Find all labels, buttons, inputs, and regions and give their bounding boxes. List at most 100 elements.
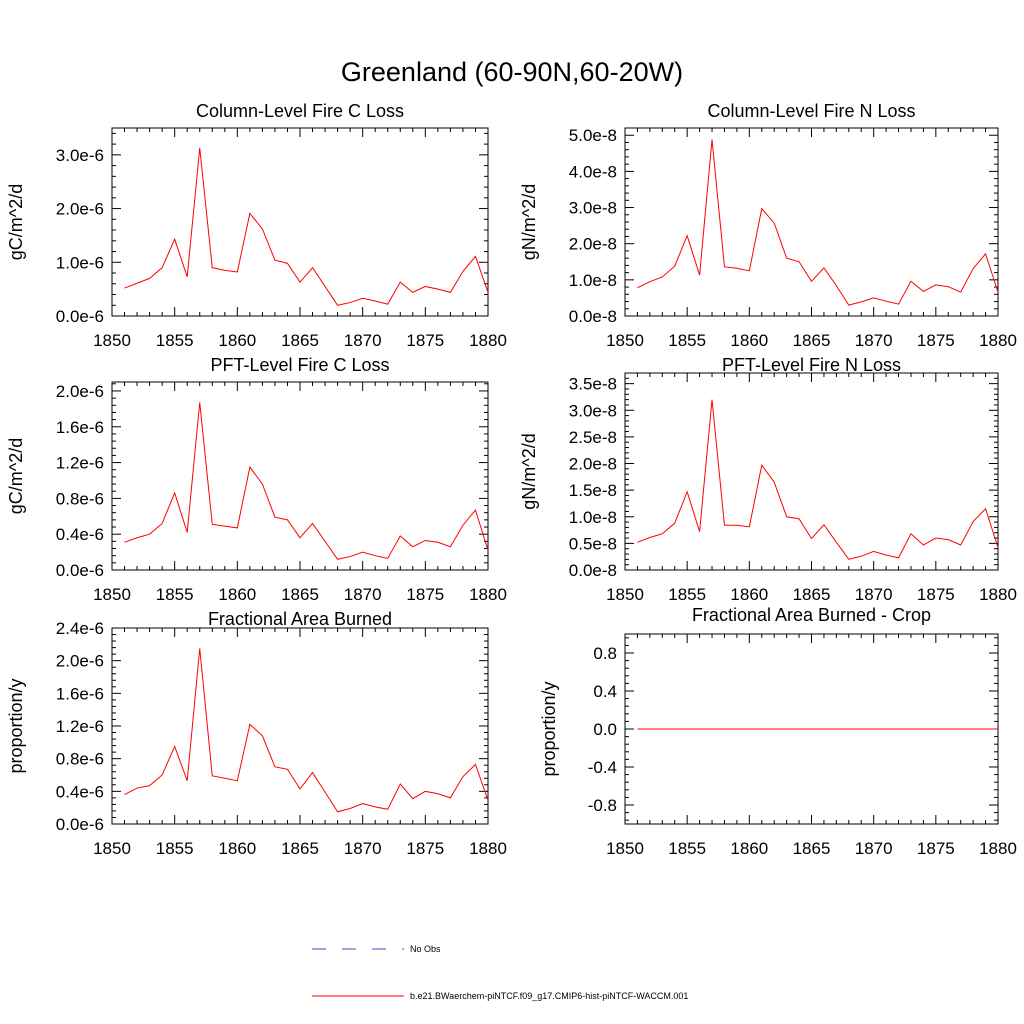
plot-frame bbox=[624, 127, 999, 317]
panel-title: Column-Level Fire C Loss bbox=[196, 101, 404, 121]
panels: Column-Level Fire C Loss gC/m^2/d 1850 1855… bbox=[6, 101, 1017, 858]
x-tick-label: 1865 bbox=[793, 839, 831, 858]
x-tick-label: 1855 bbox=[156, 839, 194, 858]
panel-title: Column-Level Fire N Loss bbox=[707, 101, 915, 121]
x-tick-label: 1865 bbox=[281, 331, 319, 350]
x-tick-label: 1860 bbox=[730, 331, 768, 350]
x-tick-label: 1870 bbox=[344, 331, 382, 350]
x-tick-label: 1860 bbox=[730, 839, 768, 858]
y-tick-label: 1.6e-6 bbox=[56, 418, 104, 437]
x-tick-label: 1880 bbox=[469, 331, 507, 350]
y-tick-label: 1.0e-8 bbox=[569, 508, 617, 527]
plot-frame bbox=[111, 627, 489, 825]
y-tick-label: 0.0e-8 bbox=[569, 307, 617, 326]
x-tick-label: 1880 bbox=[979, 331, 1017, 350]
series-line bbox=[124, 648, 489, 813]
y-axis-label: gN/m^2/d bbox=[519, 184, 539, 260]
y-tick-label: -0.8 bbox=[588, 796, 617, 815]
y-tick-label: 0.8 bbox=[593, 644, 617, 663]
x-tick-label: 1875 bbox=[406, 331, 444, 350]
x-tick-label: 1875 bbox=[917, 839, 955, 858]
y-tick-label: 2.0e-6 bbox=[56, 382, 104, 401]
y-tick-label: 2.0e-6 bbox=[56, 652, 104, 671]
y-tick-label: 2.4e-6 bbox=[56, 619, 104, 638]
x-tick-label: 1855 bbox=[668, 331, 706, 350]
x-tick-label: 1850 bbox=[606, 839, 644, 858]
x-tick-label: 1870 bbox=[344, 839, 382, 858]
y-tick-label: 1.5e-8 bbox=[569, 481, 617, 500]
panel-4: PFT-Level Fire N Loss gN/m^2/d 1850 1855 186… bbox=[519, 355, 1017, 604]
plot-frame bbox=[624, 372, 999, 571]
x-tick-label: 1855 bbox=[156, 585, 194, 604]
y-tick-label: 3.0e-8 bbox=[569, 199, 617, 218]
legend-label-model: b.e21.BWaerchem-piNTCF.f09_g17.CMIP6-his… bbox=[410, 991, 688, 1001]
x-tick-label: 1875 bbox=[406, 585, 444, 604]
y-tick-label: 3.5e-8 bbox=[569, 375, 617, 394]
y-tick-label: 1.0e-6 bbox=[56, 253, 104, 272]
y-tick-label: 2.0e-6 bbox=[56, 200, 104, 219]
y-tick-label: 0.0e-8 bbox=[569, 561, 617, 580]
x-tick-label: 1850 bbox=[93, 331, 131, 350]
y-tick-label: 0.4e-6 bbox=[56, 782, 104, 801]
x-tick-label: 1865 bbox=[281, 839, 319, 858]
figure-title: Greenland (60-90N,60-20W) bbox=[341, 57, 683, 87]
y-tick-label: 0.0e-6 bbox=[56, 561, 104, 580]
x-tick-label: 1875 bbox=[917, 585, 955, 604]
y-axis-label: gC/m^2/d bbox=[6, 438, 26, 514]
y-axis-label: gC/m^2/d bbox=[6, 184, 26, 260]
panel-2: Column-Level Fire N Loss gN/m^2/d 1850 1855… bbox=[519, 101, 1017, 350]
x-tick-label: 1865 bbox=[281, 585, 319, 604]
x-tick-label: 1850 bbox=[606, 331, 644, 350]
series-line bbox=[637, 399, 999, 560]
x-tick-label: 1850 bbox=[606, 585, 644, 604]
y-tick-label: 3.0e-8 bbox=[569, 401, 617, 420]
y-tick-label: 0.8e-6 bbox=[56, 489, 104, 508]
x-tick-label: 1880 bbox=[979, 585, 1017, 604]
x-tick-label: 1870 bbox=[855, 585, 893, 604]
x-tick-label: 1855 bbox=[156, 331, 194, 350]
y-tick-label: 0.0 bbox=[593, 720, 617, 739]
x-tick-label: 1850 bbox=[93, 585, 131, 604]
legend-label-no-obs: No Obs bbox=[410, 944, 441, 954]
y-tick-label: 1.0e-8 bbox=[569, 271, 617, 290]
y-tick-label: 4.0e-8 bbox=[569, 162, 617, 181]
y-tick-label: 2.0e-8 bbox=[569, 455, 617, 474]
x-tick-label: 1880 bbox=[979, 839, 1017, 858]
x-tick-label: 1860 bbox=[730, 585, 768, 604]
x-tick-label: 1875 bbox=[917, 331, 955, 350]
y-tick-label: 0.4e-6 bbox=[56, 525, 104, 544]
y-tick-label: 3.0e-6 bbox=[56, 146, 104, 165]
panel-title: Fractional Area Burned - Crop bbox=[692, 605, 931, 625]
y-axis-label: proportion/y bbox=[6, 678, 26, 773]
x-tick-label: 1855 bbox=[668, 585, 706, 604]
y-tick-label: 1.2e-6 bbox=[56, 717, 104, 736]
x-tick-label: 1875 bbox=[406, 839, 444, 858]
panel-5: Fractional Area Burned proportion/y 1850 18… bbox=[6, 609, 507, 858]
y-axis-label: gN/m^2/d bbox=[519, 433, 539, 509]
y-tick-label: 0.0e-6 bbox=[56, 815, 104, 834]
x-tick-label: 1880 bbox=[469, 839, 507, 858]
x-tick-label: 1850 bbox=[93, 839, 131, 858]
series-line bbox=[124, 147, 489, 306]
panel-6: Fractional Area Burned - Crop proportion/… bbox=[539, 605, 1017, 858]
series-line bbox=[637, 139, 999, 306]
y-tick-label: 0.4 bbox=[593, 682, 617, 701]
y-tick-label: 0.8e-6 bbox=[56, 750, 104, 769]
panel-3: PFT-Level Fire C Loss gC/m^2/d 1850 1855 186… bbox=[6, 355, 507, 604]
panel-title: PFT-Level Fire N Loss bbox=[722, 355, 901, 375]
legend: No Obs b.e21.BWaerchem-piNTCF.f09_g17.CM… bbox=[312, 944, 688, 1001]
x-tick-label: 1865 bbox=[793, 331, 831, 350]
x-tick-label: 1870 bbox=[855, 331, 893, 350]
x-tick-label: 1870 bbox=[855, 839, 893, 858]
y-tick-label: 1.6e-6 bbox=[56, 684, 104, 703]
x-tick-label: 1860 bbox=[218, 331, 256, 350]
panel-1: Column-Level Fire C Loss gC/m^2/d 1850 1855… bbox=[6, 101, 507, 350]
x-tick-label: 1865 bbox=[793, 585, 831, 604]
x-tick-label: 1855 bbox=[668, 839, 706, 858]
x-tick-label: 1870 bbox=[344, 585, 382, 604]
x-tick-label: 1880 bbox=[469, 585, 507, 604]
series-line bbox=[124, 402, 489, 560]
x-tick-label: 1860 bbox=[218, 585, 256, 604]
y-tick-label: 1.2e-6 bbox=[56, 454, 104, 473]
